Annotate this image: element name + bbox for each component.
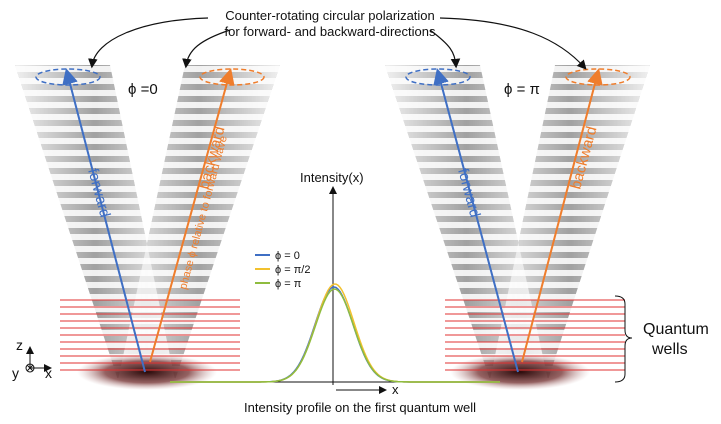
forward-arrow — [62, 68, 146, 373]
caption: Intensity profile on the first quantum w… — [244, 400, 476, 415]
legend-label: ϕ = 0 — [275, 250, 300, 262]
left-beams — [15, 65, 280, 380]
axis-label: x — [392, 382, 399, 397]
wells-label: Quantum — [643, 321, 709, 338]
phase-label: ϕ = π — [504, 81, 540, 98]
intensity-plot — [170, 186, 500, 394]
legend-label: ϕ = π — [275, 278, 302, 290]
phase-label: ϕ =0 — [128, 81, 158, 98]
header-text: Counter-rotating circular polarization — [225, 8, 435, 23]
axes-icon — [25, 346, 52, 373]
backward-arrow — [521, 68, 603, 363]
polarization — [565, 68, 631, 86]
backward-arrow — [149, 68, 235, 363]
legend: ϕ = 0 ϕ = π/2 ϕ = π — [255, 250, 310, 290]
right-intensity — [450, 354, 590, 390]
right-beams — [385, 65, 650, 380]
axis-label: Intensity(x) — [300, 170, 364, 185]
header-text: for forward- and backward-directions — [225, 24, 436, 39]
wells-label: wells — [651, 341, 688, 358]
left-intensity — [77, 354, 217, 390]
forward-arrow — [433, 68, 519, 373]
polarization — [35, 68, 101, 86]
polarization — [405, 68, 471, 86]
callout-arrows — [88, 17, 587, 70]
axis-icon-label: z — [16, 337, 23, 353]
legend-label: ϕ = π/2 — [275, 264, 310, 276]
axis-icon-label: x — [45, 365, 52, 381]
polarization — [199, 68, 265, 86]
bracket — [614, 295, 633, 383]
axis-icon-label: y — [12, 365, 19, 381]
